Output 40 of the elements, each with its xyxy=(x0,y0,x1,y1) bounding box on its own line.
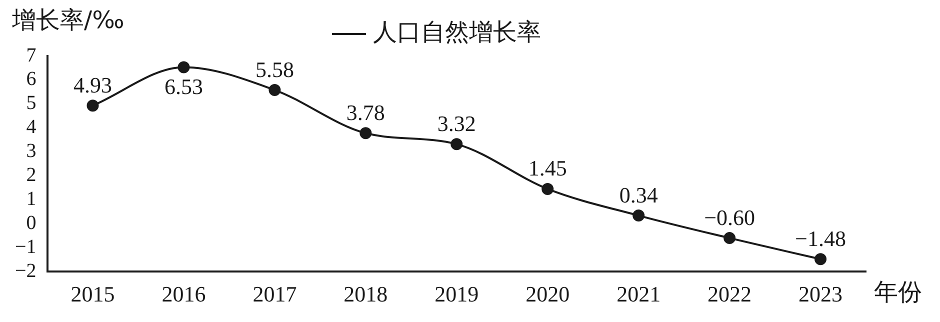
y-tick-label: 2 xyxy=(26,164,36,186)
text: 3.78 xyxy=(346,100,385,125)
y-tick-label: 7 xyxy=(26,44,36,66)
x-tick-label: 2022 xyxy=(708,282,752,307)
text: 0.34 xyxy=(619,182,658,208)
y-tick-label: 3 xyxy=(26,140,36,162)
x-tick-label: 2017 xyxy=(252,282,297,307)
y-tick-label: 5 xyxy=(26,92,36,114)
text: 5.58 xyxy=(255,56,294,82)
point xyxy=(268,84,281,96)
y-tick-label: −2 xyxy=(15,260,36,282)
point xyxy=(814,253,827,266)
y-tick-label: 1 xyxy=(26,188,36,210)
point xyxy=(178,61,190,74)
y-axis-title: 增长率/‰ xyxy=(11,6,124,34)
text: 4.93 xyxy=(74,72,112,98)
point xyxy=(632,210,645,222)
text: 6.53 xyxy=(164,74,203,100)
point xyxy=(724,232,736,244)
x-axis-title: 年份 xyxy=(874,278,922,306)
x-tick-label: 2016 xyxy=(162,282,206,307)
point xyxy=(542,182,554,195)
y-tick-label: 6 xyxy=(26,68,36,90)
text: −0.60 xyxy=(704,204,756,230)
point xyxy=(86,100,99,112)
x-tick-label: 2015 xyxy=(70,282,115,307)
text: 1.45 xyxy=(528,156,567,181)
point xyxy=(450,138,463,150)
y-tick-label: 4 xyxy=(26,116,36,138)
point xyxy=(360,127,372,140)
y-tick-label: 0 xyxy=(26,212,36,234)
x-tick-label: 2018 xyxy=(344,282,388,307)
x-tick-label: 2020 xyxy=(526,282,570,307)
text: −1.48 xyxy=(795,226,846,251)
y-tick-label: −1 xyxy=(15,236,36,258)
legend-label: 人口自然增长率 xyxy=(373,18,541,46)
x-tick-label: 2019 xyxy=(434,282,479,307)
x-tick-label: 2023 xyxy=(798,282,843,307)
x-tick-label: 2021 xyxy=(616,282,661,307)
text: 3.32 xyxy=(437,110,476,136)
